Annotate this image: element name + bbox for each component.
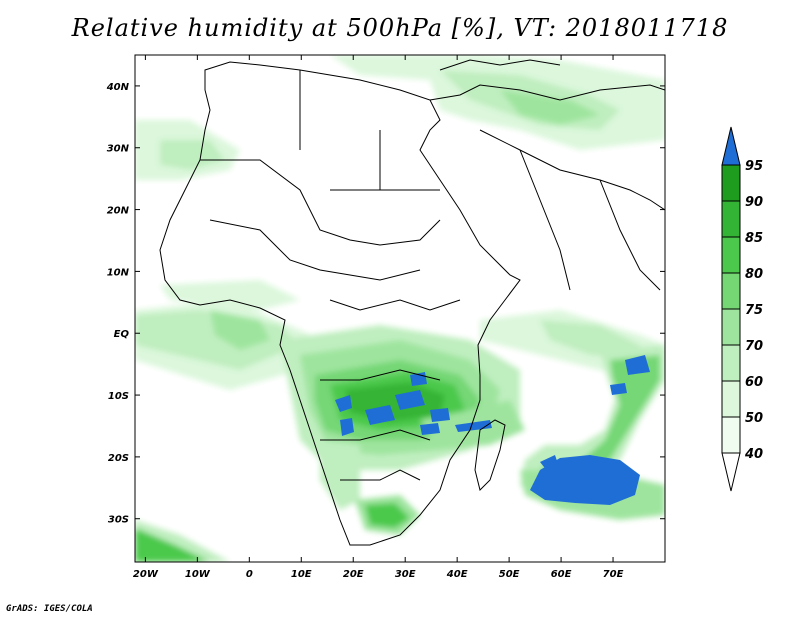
lat-tick-label: 30N (107, 144, 130, 155)
lon-tick-label: 70E (603, 569, 624, 580)
colorbar-segment (721, 236, 741, 274)
lon-tick-label: 20W (133, 569, 159, 580)
lon-tick-label: 20E (343, 569, 364, 580)
lat-tick-label: 20N (107, 206, 130, 217)
colorbar-label: 60 (745, 375, 763, 390)
high-humidity-patches (335, 355, 650, 505)
colorbar-label: 80 (745, 267, 763, 282)
longitude-axis: 20W 10W 0 10E 20E 30E 40E 50E 60E 70E (133, 55, 624, 580)
latitude-axis: 40N 30N 20N 10N EQ 10S 20S 30S (106, 82, 665, 526)
lat-tick-label: EQ (114, 329, 130, 340)
colorbar-label: 95 (745, 159, 763, 174)
madagascar-outline (474, 419, 506, 491)
colorbar-segment (721, 416, 741, 454)
lon-tick-label: 50E (499, 569, 520, 580)
colorbar-label: 75 (745, 303, 763, 318)
colorbar-top-arrow (721, 126, 741, 166)
lon-tick-label: 30E (395, 569, 416, 580)
colorbar-label: 90 (745, 195, 763, 210)
lon-tick-label: 60E (551, 569, 572, 580)
lon-tick-label: 10E (291, 569, 312, 580)
colorbar-label: 85 (745, 231, 763, 246)
lat-tick-label: 10N (107, 267, 130, 278)
lat-tick-label: 40N (106, 82, 130, 93)
lat-tick-label: 20S (108, 453, 129, 464)
coastlines (159, 59, 665, 546)
plot-frame (134, 54, 666, 563)
humidity-field (135, 55, 665, 562)
colorbar-segment (721, 380, 741, 418)
colorbar-label: 70 (745, 339, 763, 354)
colorbar: 95 90 85 80 75 70 60 50 40 (721, 126, 763, 492)
lon-tick-label: 10W (185, 569, 211, 580)
lat-tick-label: 10S (108, 391, 129, 402)
colorbar-bottom-arrow (721, 452, 741, 492)
colorbar-segment (721, 344, 741, 382)
colorbar-segment (721, 272, 741, 310)
colorbar-segment (721, 308, 741, 346)
lon-tick-label: 0 (246, 569, 253, 580)
credit-label: GrADS: IGES/COLA (6, 604, 93, 614)
map-title: Relative humidity at 500hPa [%], VT: 201… (71, 14, 729, 42)
lat-tick-label: 30S (108, 515, 129, 526)
lon-tick-label: 40E (446, 569, 468, 580)
colorbar-label: 50 (745, 411, 763, 426)
colorbar-label: 40 (744, 447, 763, 462)
colorbar-segment (721, 164, 741, 202)
colorbar-segment (721, 200, 741, 238)
